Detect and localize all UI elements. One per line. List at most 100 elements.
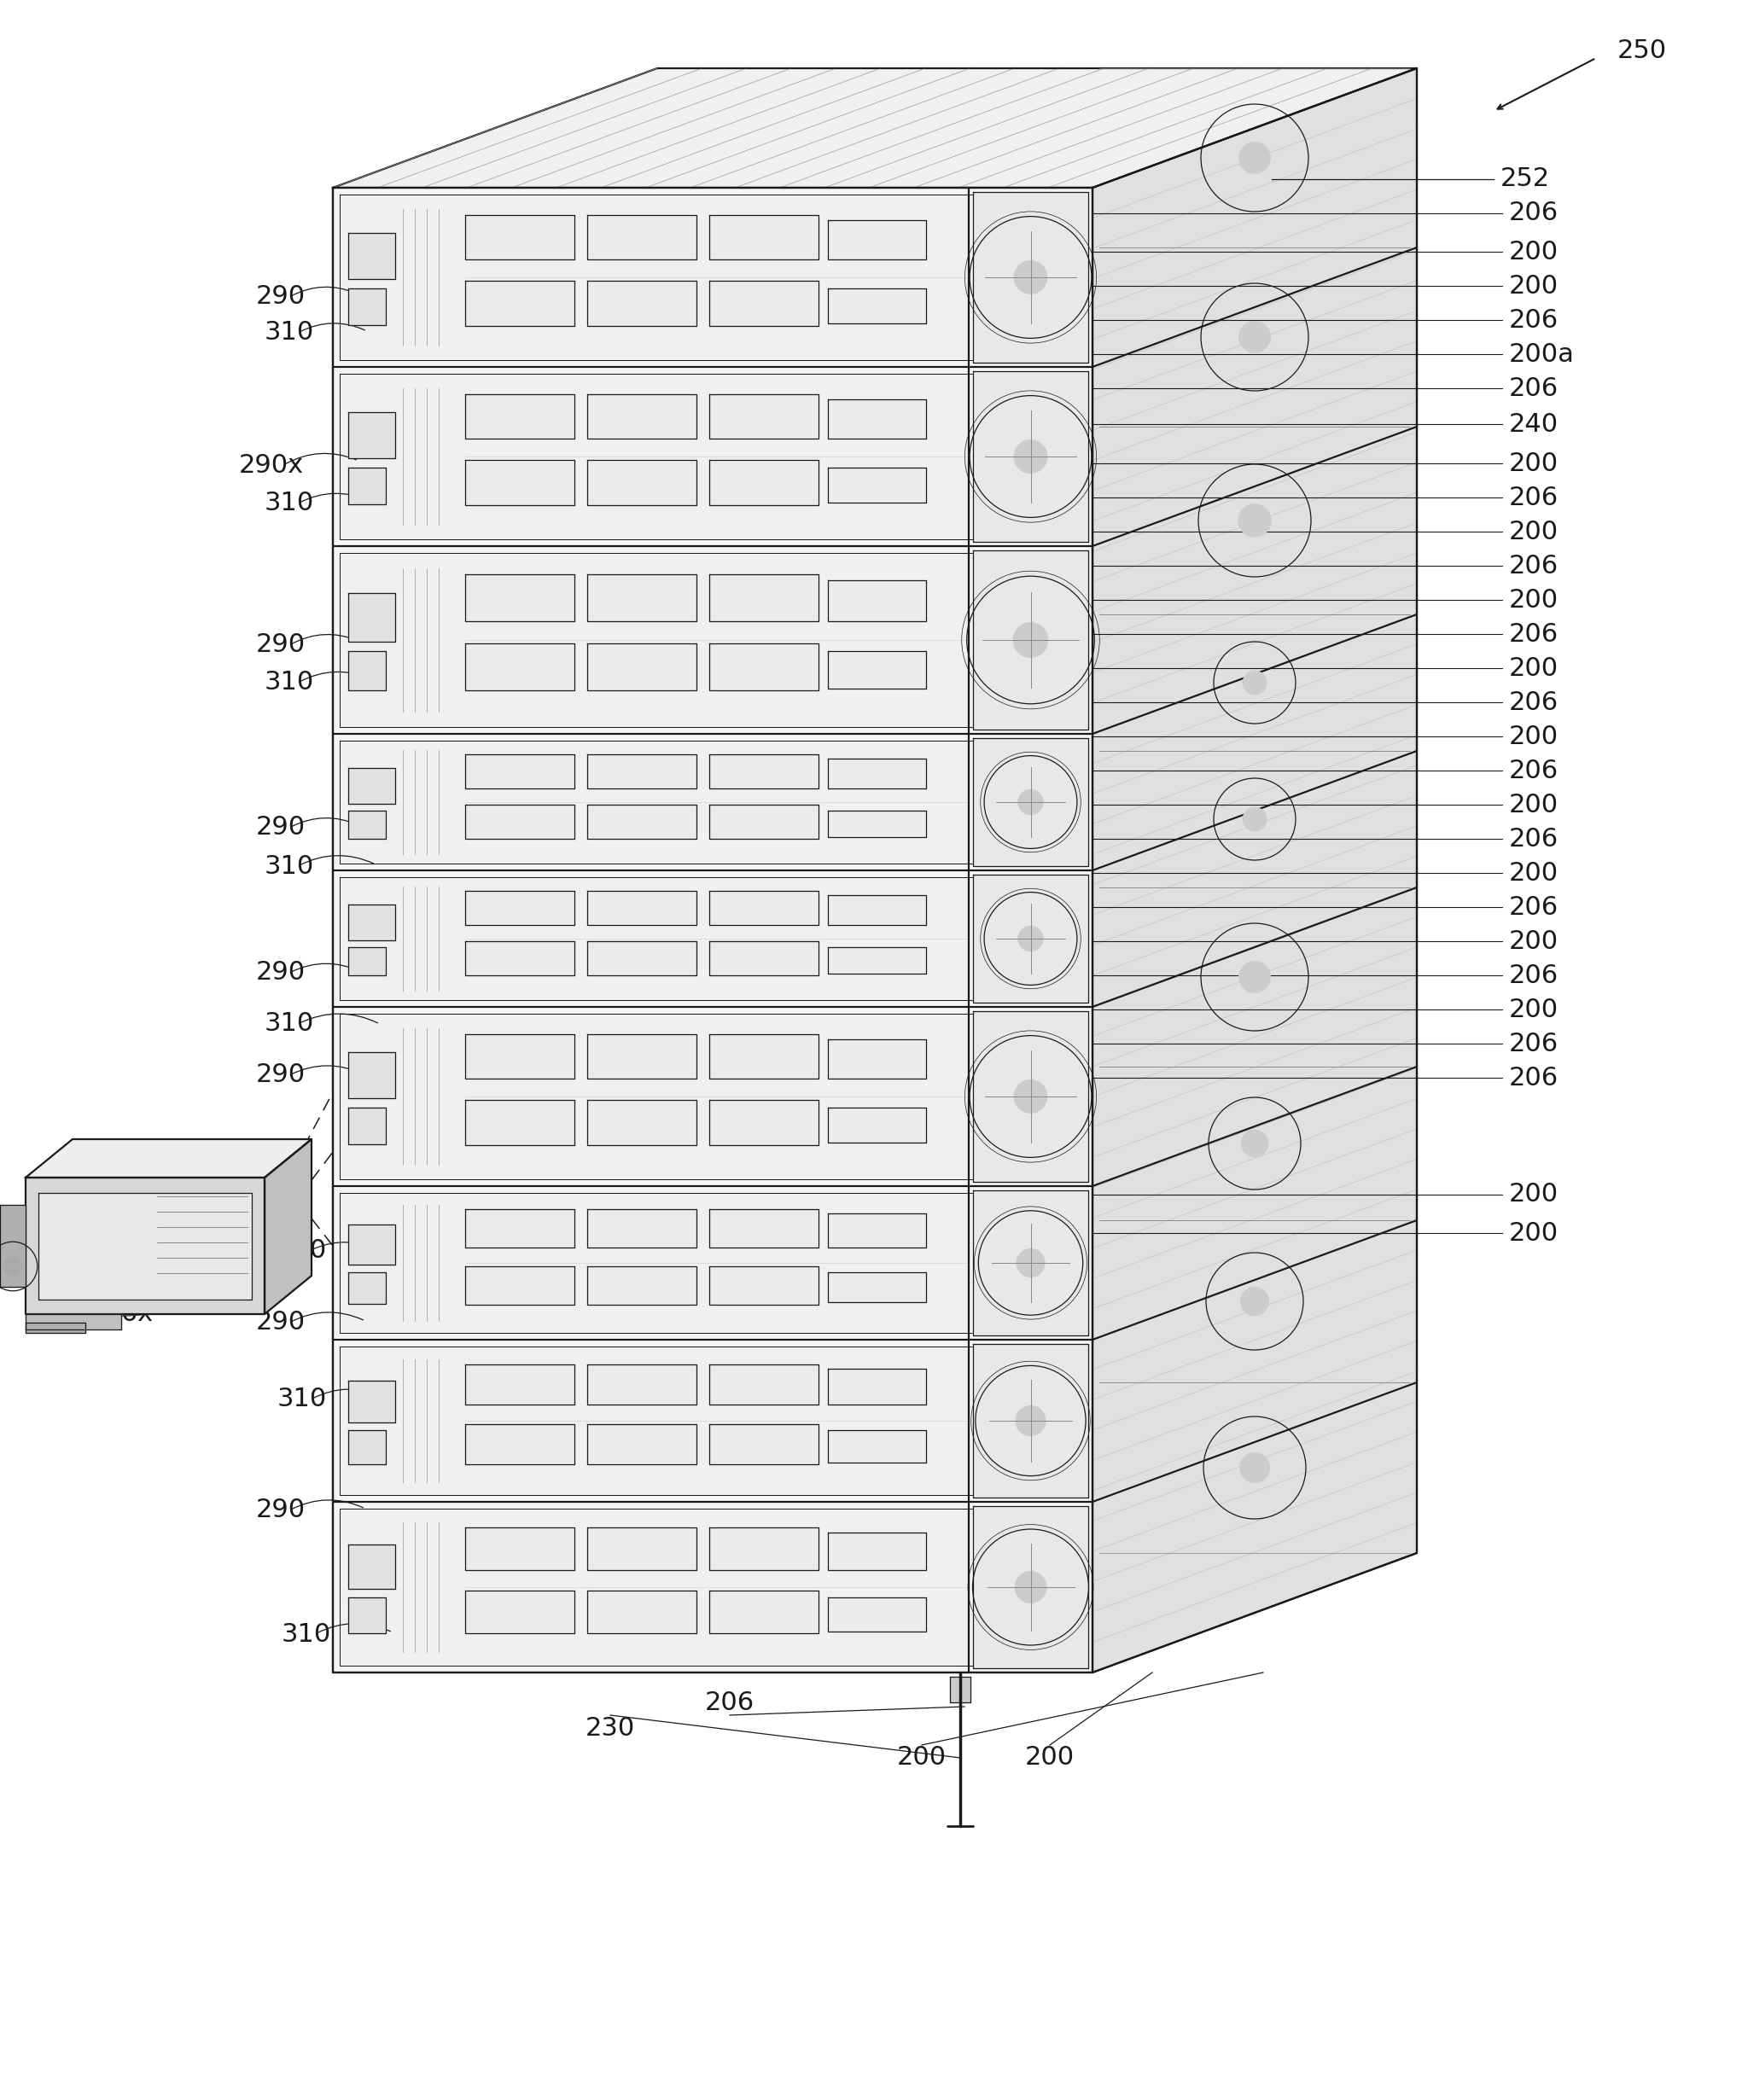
Polygon shape [587,1424,696,1464]
Polygon shape [339,1014,1086,1180]
Polygon shape [339,1508,1086,1665]
Text: 310: 310 [278,1237,327,1262]
Polygon shape [587,941,696,976]
Text: 200: 200 [1509,1220,1559,1245]
Circle shape [1239,1453,1271,1483]
Polygon shape [339,741,1086,863]
Circle shape [1239,321,1271,353]
Polygon shape [339,374,1086,540]
Polygon shape [587,1590,696,1634]
Circle shape [3,1256,23,1277]
Polygon shape [465,395,575,439]
Polygon shape [974,191,1089,363]
Polygon shape [710,395,818,439]
Text: 310: 310 [278,1388,327,1411]
Polygon shape [587,1033,696,1079]
Polygon shape [332,69,1418,187]
Polygon shape [710,1527,818,1571]
Text: 206: 206 [1509,202,1559,225]
Polygon shape [465,1590,575,1634]
Text: 200: 200 [1509,928,1559,953]
Polygon shape [348,288,386,326]
Text: 200: 200 [1509,452,1559,477]
Text: 310: 310 [264,855,315,878]
Polygon shape [26,1315,121,1329]
Polygon shape [348,1107,386,1145]
Polygon shape [974,550,1089,729]
Text: 290: 290 [255,286,306,309]
Polygon shape [332,187,1092,1672]
Polygon shape [26,1178,264,1315]
Text: 310: 310 [264,670,315,695]
Text: 206: 206 [1509,376,1559,401]
Polygon shape [348,1224,395,1264]
Text: 206: 206 [1509,1065,1559,1090]
Polygon shape [587,804,696,840]
Text: 200b: 200b [91,1182,157,1207]
Polygon shape [829,580,926,622]
Text: 206: 206 [1509,1031,1559,1056]
Polygon shape [587,890,696,924]
Polygon shape [26,1323,86,1334]
Polygon shape [348,592,395,643]
Polygon shape [829,1369,926,1405]
Polygon shape [587,1266,696,1304]
Polygon shape [829,1598,926,1632]
Text: 200: 200 [1509,1182,1559,1207]
Text: 206: 206 [1509,485,1559,510]
Polygon shape [465,281,575,326]
Text: 206: 206 [1509,964,1559,987]
Text: 200: 200 [897,1745,947,1770]
Polygon shape [264,1138,311,1315]
Polygon shape [348,811,386,838]
Text: 290: 290 [255,1310,306,1336]
Polygon shape [710,573,818,622]
Polygon shape [829,468,926,502]
Polygon shape [339,552,1086,727]
Polygon shape [587,1100,696,1145]
Text: 290: 290 [255,632,306,657]
Polygon shape [348,233,395,279]
Polygon shape [339,1346,1086,1495]
Text: 206x: 206x [89,1302,154,1327]
Polygon shape [829,1430,926,1462]
Polygon shape [829,1040,926,1079]
Polygon shape [710,214,818,260]
Text: 206: 206 [1509,691,1559,714]
Circle shape [1014,1079,1047,1113]
Polygon shape [348,769,395,804]
Text: 310: 310 [264,1012,315,1035]
Text: 200: 200 [1509,273,1559,298]
Polygon shape [348,468,386,504]
Text: 200: 200 [1509,588,1559,613]
Polygon shape [710,281,818,326]
Polygon shape [465,804,575,840]
Polygon shape [465,941,575,976]
Polygon shape [974,874,1089,1002]
Polygon shape [587,1210,696,1247]
Polygon shape [974,1191,1089,1336]
Polygon shape [348,1430,386,1464]
Polygon shape [348,1544,395,1590]
Text: 206: 206 [1509,307,1559,332]
Circle shape [1012,622,1049,657]
Polygon shape [829,895,926,924]
Text: 250: 250 [1617,38,1668,63]
Polygon shape [348,651,386,691]
Text: 230: 230 [586,1716,635,1741]
Polygon shape [710,941,818,976]
Text: 200: 200 [1509,861,1559,886]
Polygon shape [587,281,696,326]
Polygon shape [949,1676,970,1703]
Circle shape [1241,1130,1269,1157]
Polygon shape [974,1506,1089,1667]
Polygon shape [339,878,1086,1000]
Polygon shape [710,890,818,924]
Circle shape [1016,1247,1045,1277]
Polygon shape [465,754,575,788]
Polygon shape [1092,69,1418,1672]
Polygon shape [710,645,818,691]
Polygon shape [587,573,696,622]
Polygon shape [339,195,1086,359]
Polygon shape [465,573,575,622]
